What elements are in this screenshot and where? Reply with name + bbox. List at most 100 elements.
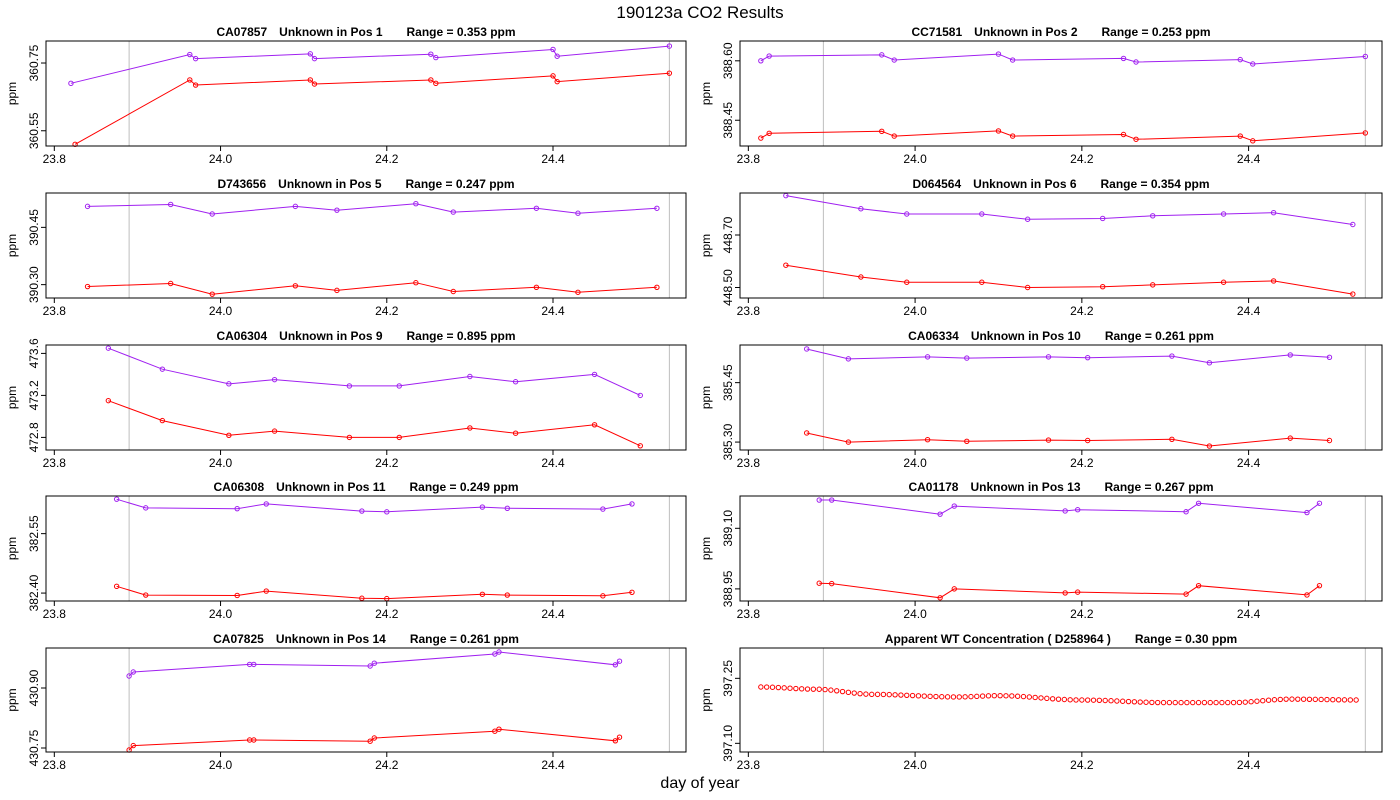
- plot-frame: [45, 495, 687, 602]
- data-point: [433, 54, 439, 61]
- data-point: [209, 291, 215, 297]
- panel-position: Unknown in Pos 6: [973, 177, 1077, 191]
- data-point: [1038, 695, 1044, 701]
- data-point: [858, 206, 864, 212]
- panel-position: Unknown in Pos 9: [279, 329, 383, 343]
- panel-5: CA06304 Unknown in Pos 9 Range = 0.895 ppm…: [5, 329, 687, 470]
- data-point: [1120, 55, 1127, 62]
- y-axis-label: ppm: [699, 688, 713, 711]
- x-tick-label: 23.8: [43, 304, 67, 318]
- data-point: [637, 392, 643, 399]
- data-point: [450, 288, 456, 295]
- data-point: [234, 505, 240, 512]
- panel-position: Unknown in Pos 5: [278, 177, 382, 191]
- data-point: [1242, 699, 1248, 705]
- data-point: [612, 738, 619, 744]
- panel-position: Unknown in Pos 1: [279, 25, 383, 39]
- data-point: [1260, 698, 1266, 704]
- data-point: [1287, 435, 1293, 441]
- data-point: [1206, 360, 1213, 366]
- series-line-lower: [128, 728, 620, 751]
- x-tick-label: 23.8: [43, 758, 67, 772]
- data-point: [828, 687, 834, 693]
- data-point: [1277, 696, 1283, 703]
- x-axis-title: day of year: [660, 775, 740, 792]
- data-point: [804, 686, 811, 692]
- y-tick-label: 382.55: [27, 515, 41, 552]
- y-tick-label: 382.40: [27, 574, 41, 611]
- data-point: [863, 691, 869, 697]
- data-point: [371, 735, 378, 741]
- data-point: [1084, 354, 1091, 361]
- x-tick-label: 24.2: [1070, 152, 1094, 166]
- x-tick-label: 24.0: [209, 152, 233, 166]
- data-point: [105, 345, 112, 351]
- data-point: [1108, 698, 1114, 704]
- x-tick-label: 23.8: [737, 607, 761, 621]
- data-point: [533, 284, 540, 291]
- data-point: [1102, 697, 1108, 704]
- plot-frame: [739, 495, 1383, 602]
- y-tick-label: 473.6: [27, 338, 41, 368]
- x-tick-label: 24.4: [1237, 304, 1261, 318]
- data-point: [159, 417, 166, 424]
- data-point: [616, 658, 623, 664]
- data-point: [933, 693, 939, 700]
- data-point: [496, 726, 502, 732]
- panel-range: Range = 0.249 ppm: [410, 480, 519, 494]
- data-point: [292, 203, 299, 210]
- x-tick-label: 24.4: [1237, 607, 1261, 621]
- panel-range: Range = 0.30 ppm: [1135, 632, 1237, 646]
- x-tick-label: 24.2: [1070, 758, 1094, 772]
- y-tick-label: 397.25: [721, 660, 735, 697]
- data-point: [226, 432, 232, 438]
- data-point: [600, 506, 606, 512]
- data-point: [612, 662, 619, 668]
- series-line-lower: [785, 264, 1353, 295]
- panel-sample-id: Apparent WT Concentration ( D258964 ): [885, 632, 1111, 646]
- data-point: [991, 693, 997, 699]
- data-point: [974, 693, 980, 700]
- data-point: [1166, 699, 1173, 706]
- panel-sample-id: CA06304: [216, 329, 267, 343]
- x-tick-label: 24.2: [375, 607, 399, 621]
- data-point: [783, 262, 789, 268]
- panel-sample-id: CA06308: [213, 480, 264, 494]
- data-point: [72, 141, 78, 148]
- data-point: [845, 689, 852, 696]
- data-point: [1362, 53, 1369, 60]
- data-point: [1133, 136, 1139, 142]
- series-line-upper: [87, 203, 657, 215]
- data-point: [1003, 693, 1009, 699]
- plot-frame: [45, 344, 687, 451]
- y-tick-label: 397.10: [721, 725, 735, 762]
- data-point: [1362, 130, 1369, 136]
- data-point: [886, 691, 892, 698]
- y-tick-label: 430.75: [27, 729, 41, 766]
- data-point: [334, 207, 340, 213]
- data-point: [226, 381, 232, 387]
- data-point: [1271, 697, 1278, 703]
- data-point: [904, 692, 910, 698]
- data-point: [858, 274, 864, 280]
- data-point: [167, 201, 174, 208]
- panel-range: Range = 0.895 ppm: [407, 329, 516, 343]
- data-point: [1295, 696, 1301, 702]
- series-line-lower: [74, 72, 670, 145]
- data-point: [1119, 698, 1126, 704]
- data-point: [1049, 696, 1056, 702]
- data-point: [1283, 696, 1289, 702]
- x-tick-label: 24.2: [375, 758, 399, 772]
- series-line-lower: [760, 130, 1366, 142]
- data-point: [209, 211, 215, 217]
- data-point: [804, 346, 810, 352]
- data-point: [1074, 507, 1081, 513]
- data-point: [263, 501, 269, 507]
- data-point: [1341, 697, 1348, 703]
- series-line-lower: [116, 585, 633, 600]
- data-point: [130, 669, 136, 675]
- data-point: [874, 691, 881, 698]
- data-point: [979, 279, 985, 285]
- data-point: [879, 52, 885, 58]
